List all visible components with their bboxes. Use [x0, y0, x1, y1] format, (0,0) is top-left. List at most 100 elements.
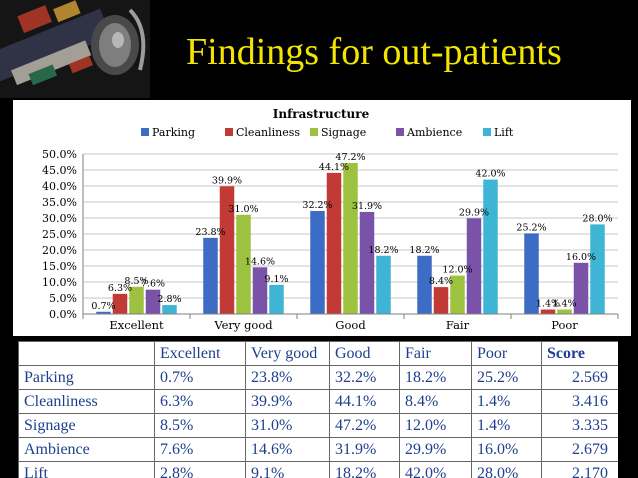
data-label: 44.1%	[319, 162, 349, 173]
table-row: Cleanliness 6.3% 39.9% 44.1% 8.4% 1.4% 3…	[18, 389, 618, 414]
data-label: 7.6%	[141, 279, 165, 290]
bar-lift	[269, 284, 284, 314]
table-score-cell: 2.569	[541, 365, 618, 390]
bar-parking	[310, 210, 325, 314]
y-tick-label: 0.0%	[49, 308, 77, 321]
data-labels: 0.7% 6.3%8.5%7.6% 2.8% 23.8% 39.9% 31.0% 14.6%…	[91, 152, 612, 312]
legend-swatch	[483, 128, 491, 136]
table-cell: 31.0%	[245, 413, 330, 438]
bar-lift	[376, 255, 391, 314]
bar-lift	[162, 305, 177, 314]
bar-cleanliness	[540, 309, 556, 314]
y-tick-label: 45.0%	[42, 164, 77, 177]
table-row: Signage 8.5% 31.0% 47.2% 12.0% 1.4% 3.33…	[18, 413, 618, 438]
table-cell: 8.4%	[399, 389, 472, 414]
data-label: 29.9%	[459, 207, 489, 218]
data-label: 31.0%	[228, 204, 258, 215]
data-label: 39.9%	[212, 175, 242, 186]
medical-photo	[0, 0, 150, 98]
data-label: 31.9%	[352, 201, 382, 212]
table-cell: 42.0%	[399, 461, 472, 478]
table-cell: 7.6%	[154, 437, 246, 462]
table-cell: 0.7%	[154, 365, 246, 390]
scores-table-panel: Excellent Very good Good Fair Poor Score…	[18, 341, 618, 478]
data-label: 18.2%	[409, 245, 439, 256]
chart-legend: Parking Cleanliness Signage Ambience Lift	[141, 126, 514, 139]
table-cell: 1.4%	[471, 413, 542, 438]
legend-label: Cleanliness	[236, 126, 300, 139]
bar-signage	[450, 275, 465, 314]
table-row: Ambience 7.6% 14.6% 31.9% 29.9% 16.0% 2.…	[18, 437, 618, 462]
bar-parking	[203, 237, 218, 314]
bar-signage	[557, 309, 572, 314]
x-tick-label: Fair	[446, 318, 470, 332]
data-label: 42.0%	[475, 169, 505, 180]
legend-label: Signage	[321, 126, 366, 139]
infrastructure-chart: Infrastructure Parking Cleanliness Signage…	[13, 100, 631, 336]
x-axis: Excellent Very good Good Fair Poor	[82, 313, 619, 332]
bar-cleanliness	[112, 293, 128, 314]
bar-signage	[236, 214, 251, 314]
data-label: 6.3%	[108, 283, 132, 294]
table-header-cell: Fair	[399, 341, 472, 366]
table-cell: 31.9%	[329, 437, 400, 462]
bar-parking	[96, 311, 111, 314]
legend-label: Parking	[152, 126, 195, 139]
legend-swatch	[225, 128, 233, 136]
data-label: 14.6%	[245, 256, 275, 267]
slide-title: Findings for out-patients	[186, 31, 562, 73]
table-cell: 18.2%	[399, 365, 472, 390]
x-tick-label: Excellent	[109, 318, 164, 332]
bar-lift	[590, 224, 605, 314]
chart-bars	[96, 162, 605, 314]
y-tick-label: 10.0%	[42, 276, 77, 289]
y-tick-label: 25.0%	[42, 228, 77, 241]
table-cell: 8.5%	[154, 413, 246, 438]
bar-cleanliness	[219, 186, 235, 314]
bar-signage	[343, 162, 358, 314]
y-tick-label: 5.0%	[49, 292, 77, 305]
table-header-cell: Very good	[245, 341, 330, 366]
bar-cleanliness	[433, 287, 449, 314]
data-label: 47.2%	[335, 152, 365, 163]
data-label: 23.8%	[195, 227, 225, 238]
table-cell: Signage	[18, 413, 155, 438]
legend-swatch	[396, 128, 404, 136]
data-label: 2.8%	[157, 294, 181, 305]
y-tick-label: 15.0%	[42, 260, 77, 273]
table-score-cell: 2.679	[541, 437, 618, 462]
table-cell: 39.9%	[245, 389, 330, 414]
table-cell: 44.1%	[329, 389, 400, 414]
table-cell: 25.2%	[471, 365, 542, 390]
table-score-cell: 3.335	[541, 413, 618, 438]
chart-title: Infrastructure	[273, 107, 370, 121]
table-header-cell: Good	[329, 341, 400, 366]
data-label: 18.2%	[368, 245, 398, 256]
x-tick-label: Very good	[213, 318, 273, 332]
table-cell: 6.3%	[154, 389, 246, 414]
table-header-cell: Poor	[471, 341, 542, 366]
bar-parking	[417, 255, 432, 314]
data-label: 1.4%	[552, 299, 576, 310]
y-tick-label: 30.0%	[42, 212, 77, 225]
table-cell: 16.0%	[471, 437, 542, 462]
x-tick-label: Poor	[551, 318, 578, 332]
legend-swatch	[141, 128, 149, 136]
chart-svg: Infrastructure Parking Cleanliness Signage…	[42, 107, 619, 332]
data-label: 1.4%	[536, 299, 560, 310]
table-cell: 1.4%	[471, 389, 542, 414]
table-cell: Lift	[18, 461, 155, 478]
table-cell: 32.2%	[329, 365, 400, 390]
table-header-row: Excellent Very good Good Fair Poor Score	[18, 341, 618, 366]
y-tick-label: 35.0%	[42, 196, 77, 209]
bar-ambience	[573, 262, 589, 314]
table-cell: Parking	[18, 365, 155, 390]
table-cell: 9.1%	[245, 461, 330, 478]
data-label: 0.7%	[91, 301, 115, 312]
table-score-cell: 2.170	[541, 461, 618, 478]
table-header-cell	[18, 341, 155, 366]
table-cell: Cleanliness	[18, 389, 155, 414]
table-cell: 47.2%	[329, 413, 400, 438]
bar-ambience	[252, 267, 268, 314]
table-cell: 18.2%	[329, 461, 400, 478]
